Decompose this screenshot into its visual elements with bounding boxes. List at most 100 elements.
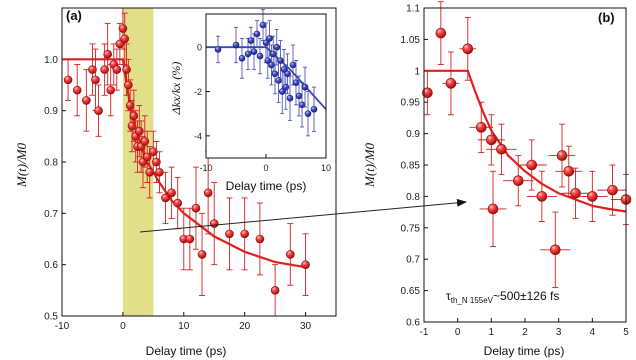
inset-y-axis-label-text: Δkx/kx (%) — [169, 62, 183, 116]
a-xtick-label: 30 — [300, 321, 312, 332]
data-point-b — [570, 187, 581, 199]
tau-symbol: τ — [446, 289, 451, 303]
a-xtick-label: 10 — [178, 321, 190, 332]
data-point — [129, 111, 139, 121]
data-point — [191, 203, 201, 213]
inset-data-point — [278, 88, 286, 95]
b-ytick-label: 1 — [414, 66, 420, 77]
data-point — [135, 126, 144, 136]
inset-xtick-label: 10 — [321, 163, 331, 173]
b-xtick-label: -1 — [420, 327, 429, 338]
b-ytick-label: 0.65 — [401, 286, 421, 297]
data-point — [122, 65, 131, 74]
y-axis-label-b: M(t)/M0 — [362, 142, 377, 188]
b-ytick-label: 0.8 — [406, 192, 420, 203]
b-xtick-label: 0 — [455, 327, 461, 338]
data-point — [88, 65, 97, 74]
b-xtick-label: 1 — [489, 327, 495, 338]
panel-b: -1 0 1 2 3 4 5 0.6 0.65 0.7 0.75 0.8 0.85 0.9 0.95 1 1.0… — [362, 1, 632, 358]
b-ytick-label: 0.95 — [401, 98, 421, 109]
inset-data-point — [264, 57, 272, 64]
inset-data-point — [253, 30, 261, 38]
inset-data-point — [238, 55, 246, 62]
a-xtick-label: 0 — [120, 321, 126, 332]
b-ytick-label: 0.75 — [401, 223, 421, 234]
data-point — [155, 167, 164, 177]
data-point-b — [487, 203, 499, 215]
inset-ytick-label: -4 — [194, 131, 202, 141]
plot-frame-b — [423, 7, 627, 323]
inset-data-point — [271, 70, 279, 78]
data-point — [255, 234, 265, 244]
inset-data-point — [304, 110, 312, 117]
data-point — [240, 229, 249, 239]
data-point — [286, 250, 295, 259]
fit-curve-b — [424, 69, 627, 213]
inset-data-point — [273, 43, 281, 51]
inset-data-point — [214, 46, 222, 53]
a-ytick-label: 0.6 — [44, 260, 58, 271]
data-point — [225, 229, 234, 239]
inset-xtick-label: -10 — [199, 163, 212, 173]
b-ytick-label: 1.1 — [406, 4, 420, 15]
inset-xtick-label: 0 — [263, 163, 268, 173]
data-point-b — [422, 87, 433, 99]
inset-data-point — [247, 37, 255, 44]
data-point-b — [556, 150, 568, 161]
b-xtick-label: 5 — [623, 327, 629, 338]
data-point — [161, 193, 170, 203]
inset-ytick-label: 0 — [197, 43, 202, 53]
inset-data-point — [286, 94, 294, 102]
a-xtick-label: -10 — [55, 321, 70, 332]
data-point — [209, 219, 219, 228]
data-point — [301, 260, 310, 269]
inset-ytick-label: -2 — [194, 87, 202, 97]
a-data-points — [63, 7, 310, 317]
data-point — [203, 188, 213, 198]
inset-frame — [205, 13, 327, 159]
inset-data-point — [250, 48, 258, 55]
data-point — [100, 65, 109, 74]
data-point-b — [549, 244, 561, 256]
data-point — [167, 188, 176, 198]
connector-arrow — [139, 198, 467, 233]
inset-data-point — [266, 35, 273, 42]
a-xtick-label: 20 — [239, 321, 251, 332]
x-axis-label: Delay time (ps) — [146, 344, 227, 358]
data-point — [112, 65, 122, 74]
tau-subscript: th_N 155eV — [451, 296, 494, 305]
b-ytick-label: 1.05 — [401, 35, 421, 46]
data-point — [270, 286, 280, 295]
b-xtick-label: 3 — [556, 327, 562, 338]
inset-y-axis-label: Δkx/kx (%) — [169, 62, 183, 116]
inset-data-point — [232, 41, 240, 49]
a-ytick-label: 0.7 — [44, 209, 58, 220]
data-point — [82, 96, 91, 105]
data-point — [197, 250, 207, 259]
tau-annotation: τth_N 155eV~500±126 fs — [446, 289, 559, 305]
inset-data-points — [214, 9, 318, 137]
data-point-b — [445, 78, 457, 89]
data-point-b — [536, 191, 548, 202]
data-point-b — [512, 175, 524, 186]
a-ytick-label: 0.5 — [44, 312, 58, 323]
b-xtick-label: 4 — [590, 327, 596, 338]
b-xtick-label: 2 — [522, 327, 528, 338]
a-ytick-label: 1.0 — [44, 55, 58, 66]
inset-data-point — [301, 83, 309, 91]
data-point-b — [486, 134, 497, 146]
data-point — [152, 157, 161, 167]
data-point-b — [435, 27, 447, 39]
b-data-points — [422, 1, 632, 288]
panel-label-a: (a) — [66, 8, 82, 23]
y-axis-label-text: M(t)/M0 — [14, 142, 29, 188]
data-point-b — [587, 191, 598, 202]
inset-data-point — [295, 92, 303, 100]
inset-x-axis-label: Delay time (ps) — [226, 179, 307, 193]
plot-frame — [61, 7, 337, 317]
y-axis-label-b-text: M(t)/M0 — [362, 142, 377, 188]
b-ytick-label: 0.85 — [401, 161, 421, 172]
a-ticks: -10 0 10 20 30 0.5 0.6 0.7 0.8 0.9 1.0 — [44, 55, 311, 332]
inset-data-point — [289, 61, 297, 69]
